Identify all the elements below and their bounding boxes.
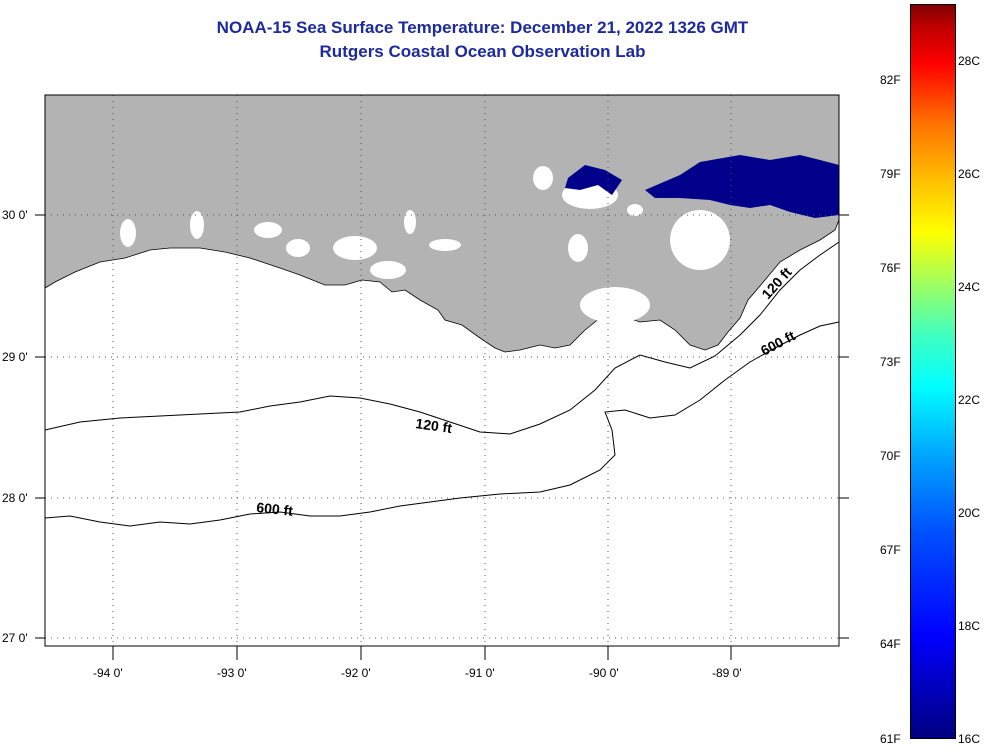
lake	[404, 210, 416, 234]
lon-label: -94 0'	[93, 666, 123, 680]
fahrenheit-label: 70F	[880, 449, 901, 463]
fahrenheit-label: 73F	[880, 355, 901, 369]
lon-label: -93 0'	[217, 666, 247, 680]
fahrenheit-label: 67F	[880, 543, 901, 557]
graticule	[45, 95, 839, 646]
map-frame	[44, 94, 840, 647]
contour-label: 120 ft	[415, 415, 454, 436]
lake	[333, 236, 377, 260]
celsius-label: 24C	[958, 280, 981, 294]
lat-label: 29 0'	[2, 350, 28, 364]
land-mass	[44, 94, 840, 353]
lake	[120, 219, 136, 247]
fahrenheit-label: 61F	[880, 732, 901, 746]
celsius-label: 26C	[958, 167, 981, 181]
lon-label: -90 0'	[589, 666, 619, 680]
map-title: NOAA-15 Sea Surface Temperature: Decembe…	[216, 18, 749, 37]
lake	[190, 211, 204, 239]
fahrenheit-label: 82F	[880, 73, 901, 87]
contour-120ft	[44, 241, 840, 435]
contour-600ft	[44, 321, 840, 527]
lake	[533, 166, 553, 190]
celsius-label: 16C	[958, 732, 981, 746]
lake	[286, 239, 310, 257]
axis-ticks	[35, 214, 849, 660]
cold-sst-patch	[565, 165, 622, 195]
cold-sst-patch	[645, 155, 839, 218]
fahrenheit-label: 76F	[880, 261, 901, 275]
lake	[568, 234, 588, 262]
lat-label: 28 0'	[2, 491, 28, 505]
lon-label: -89 0'	[712, 666, 742, 680]
lake	[627, 204, 643, 216]
lon-label: -92 0'	[341, 666, 371, 680]
lake	[370, 261, 406, 279]
lat-label: 30 0'	[2, 208, 28, 222]
temperature-colorbar	[910, 4, 956, 739]
lon-label: -91 0'	[465, 666, 495, 680]
lat-label: 27 0'	[2, 631, 28, 645]
celsius-label: 28C	[958, 54, 981, 68]
contour-label: 600 ft	[256, 499, 294, 519]
celsius-label: 18C	[958, 619, 981, 633]
lake	[429, 239, 461, 251]
celsius-label: 22C	[958, 393, 981, 407]
marsh-water	[670, 210, 730, 270]
map-subtitle: Rutgers Coastal Ocean Observation Lab	[319, 42, 646, 61]
fahrenheit-label: 64F	[880, 637, 901, 651]
celsius-label: 20C	[958, 506, 981, 520]
marsh-water	[580, 287, 650, 323]
fahrenheit-label: 79F	[880, 167, 901, 181]
lake	[254, 222, 282, 238]
